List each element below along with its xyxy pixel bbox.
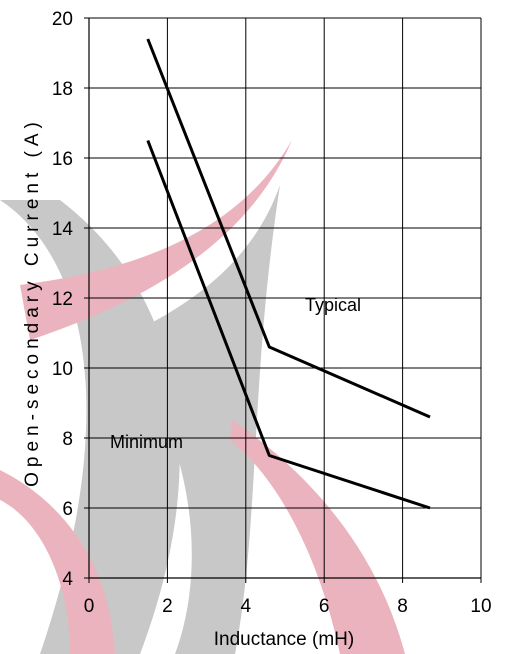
x-tick-label: 4 — [241, 596, 252, 617]
series-label-typical: Typical — [305, 295, 361, 315]
watermark-gray-arc-right — [118, 185, 280, 654]
x-tick-label: 10 — [470, 596, 491, 617]
x-tick-label: 6 — [319, 596, 330, 617]
y-tick-label: 14 — [52, 219, 74, 240]
y-tick-label: 10 — [52, 359, 73, 380]
series-label-minimum: Minimum — [110, 432, 183, 452]
watermark-logo — [0, 140, 405, 654]
series-line-minimum — [146, 139, 431, 510]
series-line-typical — [146, 38, 431, 419]
y-tick-label: 20 — [52, 9, 73, 30]
x-tick-label: 2 — [162, 596, 173, 617]
y-tick-label: 4 — [62, 569, 73, 590]
y-tick-label: 18 — [52, 79, 73, 100]
x-axis-title: Inductance (mH) — [214, 629, 354, 650]
tick-labels: 4 6 8 10 12 14 16 18 20 0 2 4 6 8 10 — [52, 9, 492, 617]
y-tick-label: 12 — [52, 289, 73, 310]
y-tick-label: 16 — [52, 149, 73, 170]
watermark-pink-arc — [20, 140, 292, 340]
watermark-pink-arc-left — [0, 470, 115, 654]
y-tick-label: 8 — [62, 429, 73, 450]
x-tick-label: 0 — [84, 596, 95, 617]
y-axis-title: Open-secondary Current (A) — [22, 117, 43, 487]
x-tick-label: 8 — [397, 596, 408, 617]
watermark-pink-arc-lower — [230, 420, 405, 654]
axes — [84, 17, 482, 583]
watermark-gray-arc — [0, 200, 180, 654]
series-lines — [146, 38, 431, 510]
y-tick-label: 6 — [62, 499, 73, 520]
